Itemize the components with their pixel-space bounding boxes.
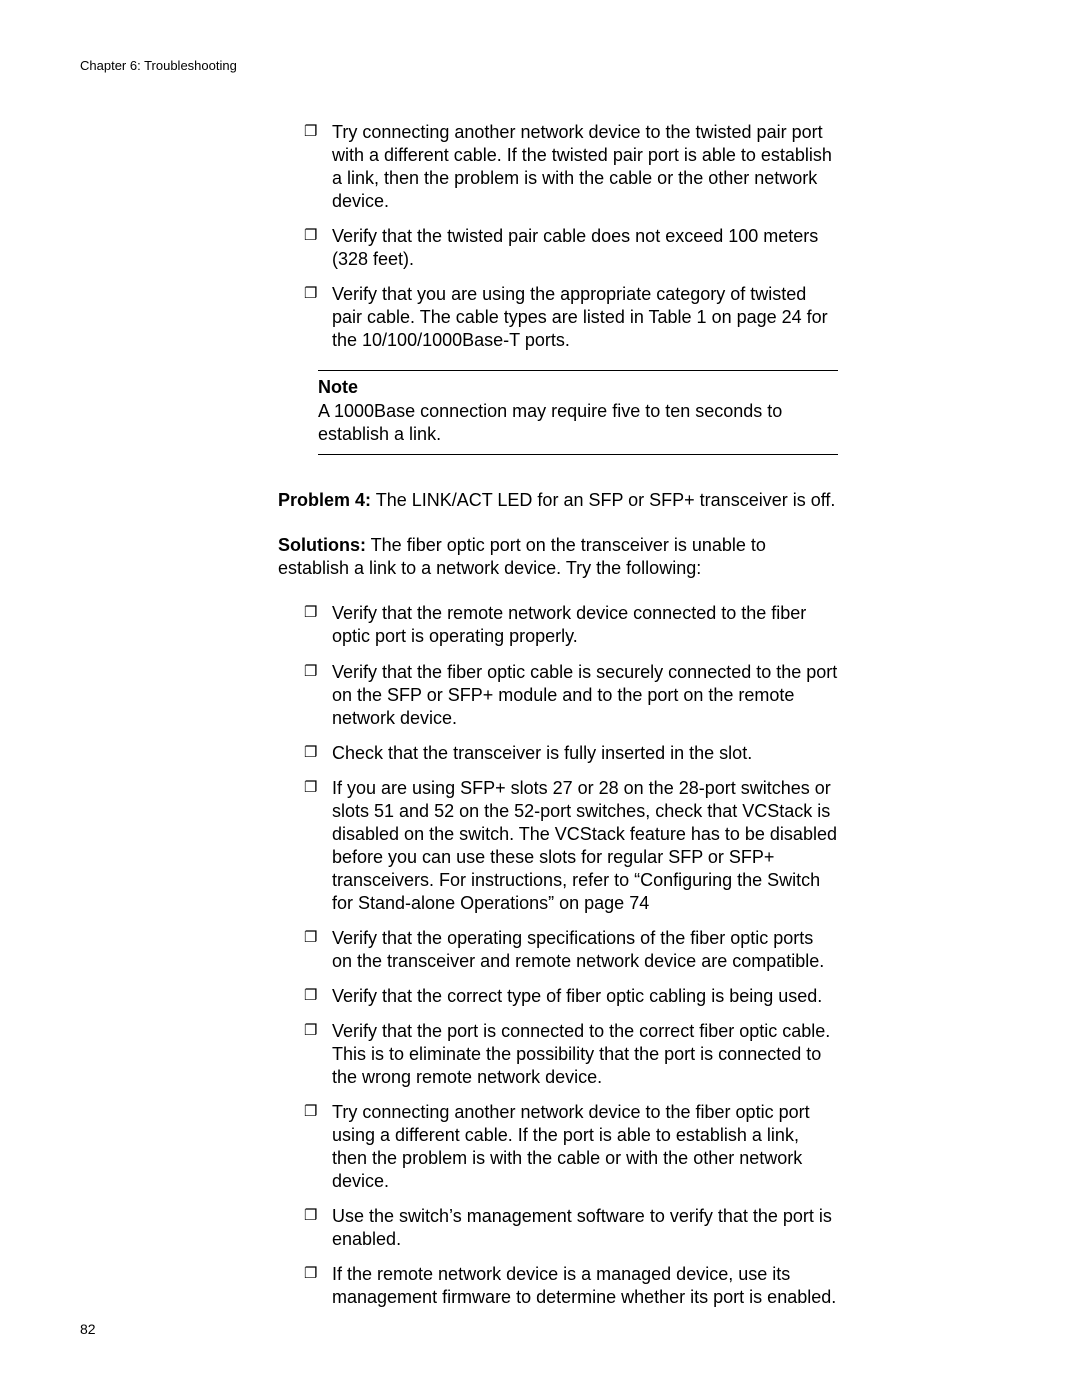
list-item: Verify that you are using the appropriat…: [278, 283, 838, 352]
problem-text: The LINK/ACT LED for an SFP or SFP+ tran…: [371, 490, 835, 510]
list-item: Try connecting another network device to…: [278, 1101, 838, 1193]
note-body: A 1000Base connection may require five t…: [318, 400, 838, 446]
list-item: Verify that the twisted pair cable does …: [278, 225, 838, 271]
page-number: 82: [80, 1321, 96, 1337]
note-title: Note: [318, 377, 838, 398]
list-item: If the remote network device is a manage…: [278, 1263, 838, 1309]
solutions-lead: Solutions:: [278, 535, 366, 555]
list-item: Verify that the remote network device co…: [278, 602, 838, 648]
content-column: Try connecting another network device to…: [278, 121, 838, 1309]
problem-paragraph: Problem 4: The LINK/ACT LED for an SFP o…: [278, 489, 838, 512]
list-item: Verify that the correct type of fiber op…: [278, 985, 838, 1008]
list-item: If you are using SFP+ slots 27 or 28 on …: [278, 777, 838, 915]
list-item: Verify that the fiber optic cable is sec…: [278, 661, 838, 730]
page: Chapter 6: Troubleshooting Try connectin…: [0, 0, 1080, 1397]
note-box: Note A 1000Base connection may require f…: [318, 370, 838, 455]
bullet-list-1: Try connecting another network device to…: [278, 121, 838, 352]
problem-lead: Problem 4:: [278, 490, 371, 510]
solutions-paragraph: Solutions: The fiber optic port on the t…: [278, 534, 838, 580]
list-item: Verify that the operating specifications…: [278, 927, 838, 973]
list-item: Try connecting another network device to…: [278, 121, 838, 213]
running-header: Chapter 6: Troubleshooting: [80, 58, 1000, 73]
bullet-list-2: Verify that the remote network device co…: [278, 602, 838, 1309]
list-item: Verify that the port is connected to the…: [278, 1020, 838, 1089]
list-item: Check that the transceiver is fully inse…: [278, 742, 838, 765]
list-item: Use the switch’s management software to …: [278, 1205, 838, 1251]
